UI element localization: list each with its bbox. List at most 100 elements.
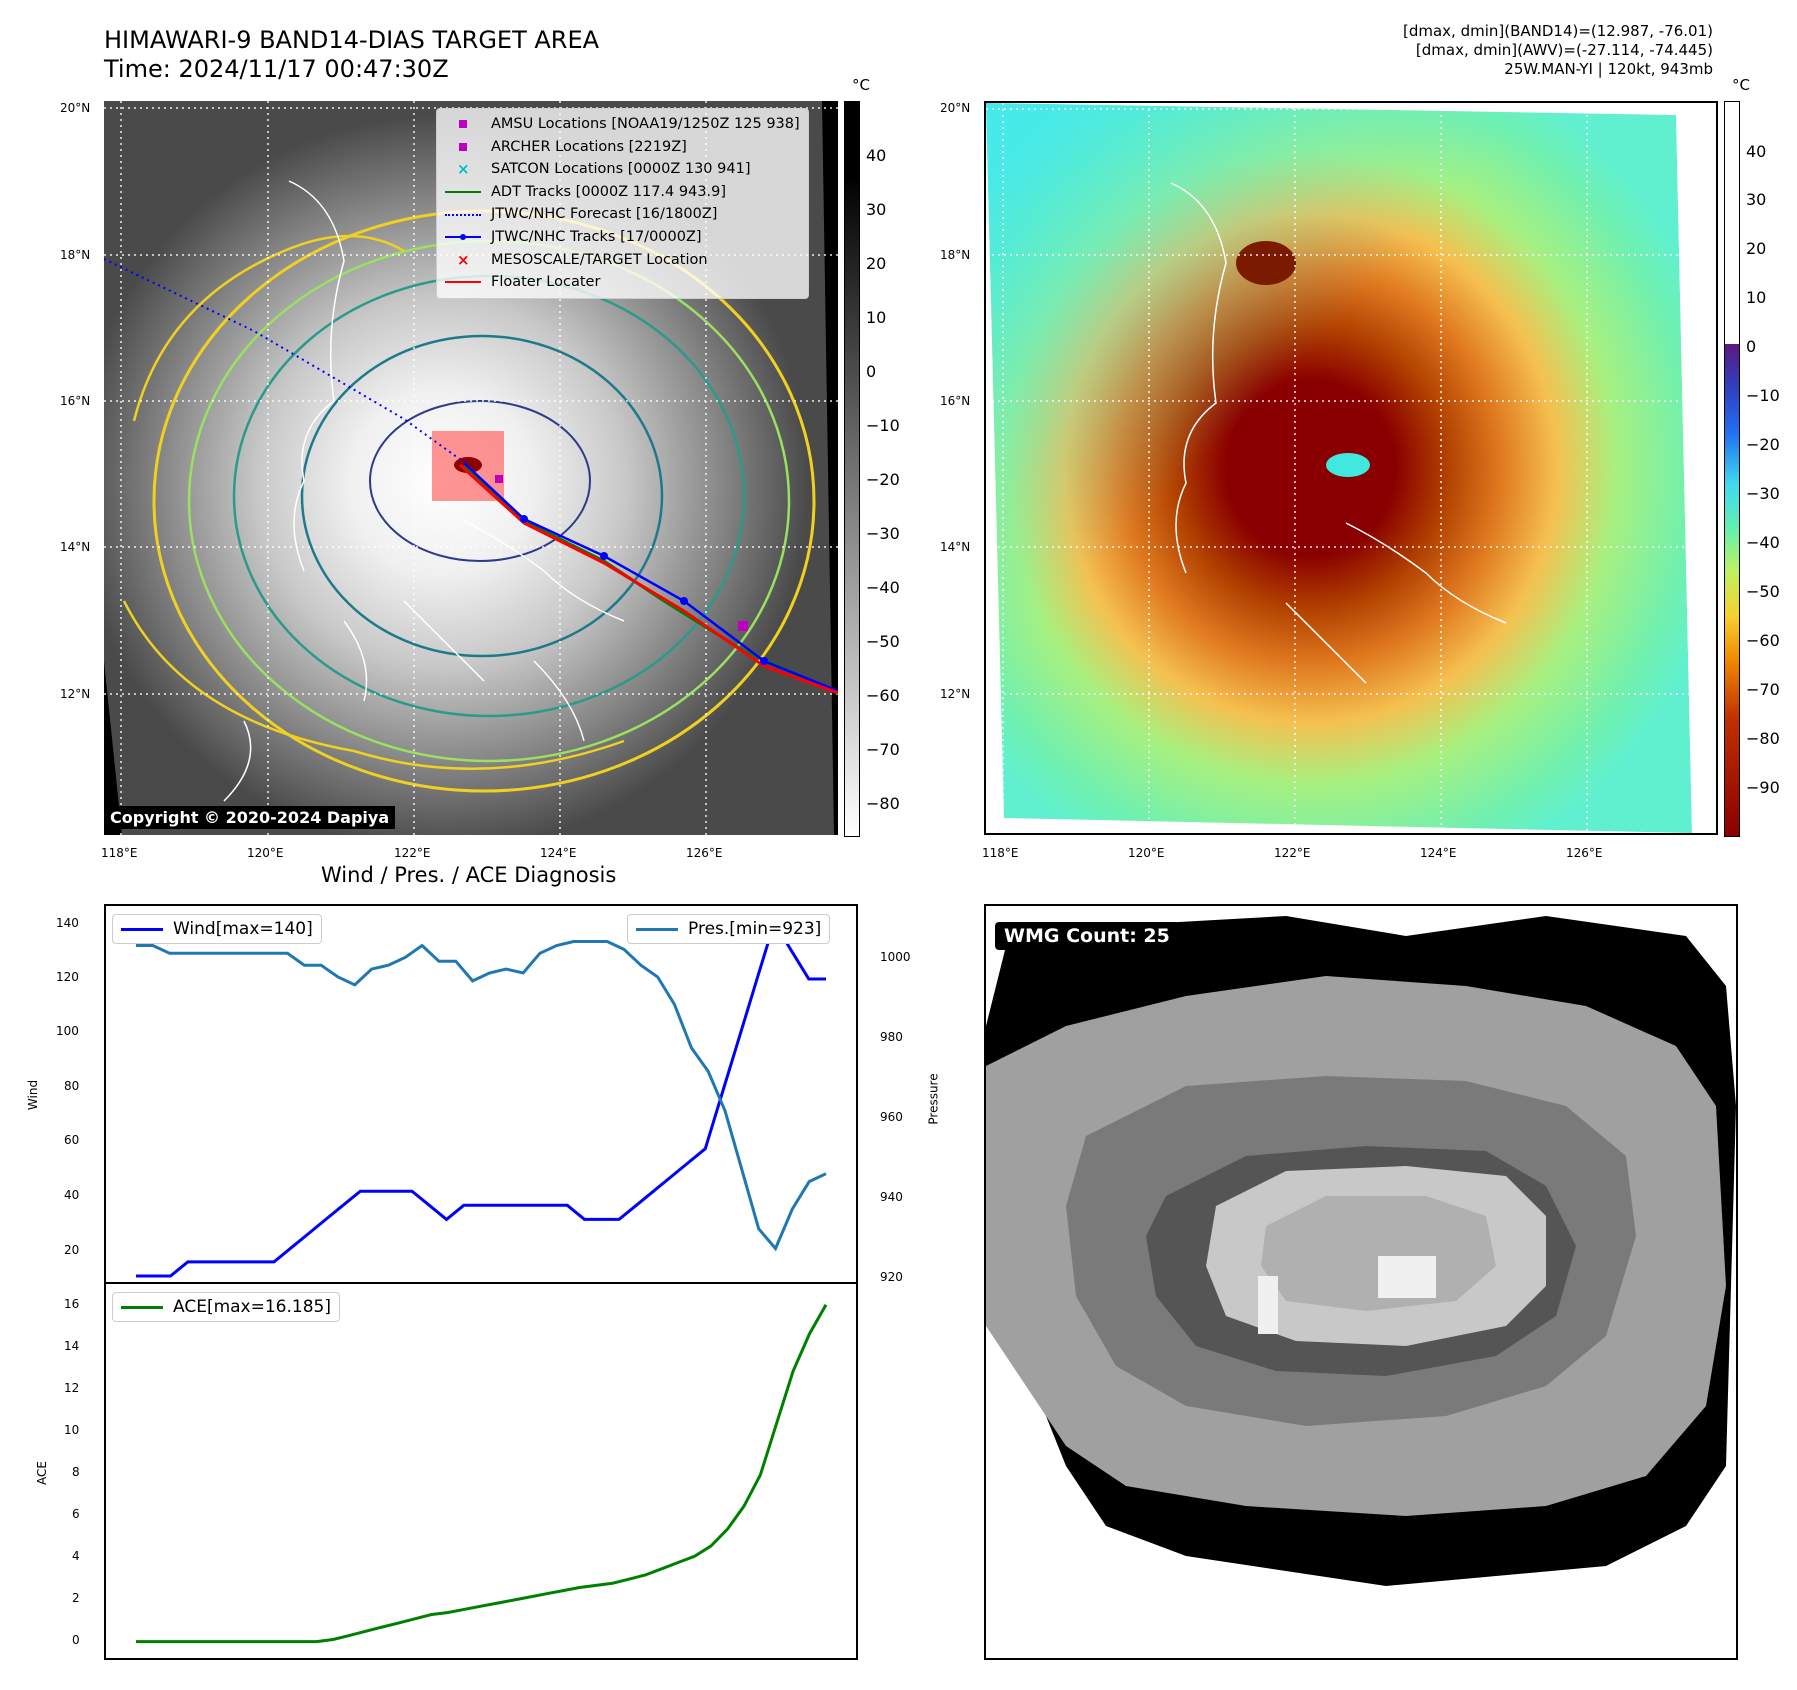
colorbar-tick: 40 [866, 146, 887, 165]
line-dot-icon [445, 230, 481, 244]
line-icon [445, 275, 481, 289]
ace-axis-label: ACE [34, 1461, 49, 1485]
x-icon: × [457, 250, 470, 269]
figure-title: HIMAWARI-9 BAND14-DIAS TARGET AREA Time:… [104, 26, 600, 83]
wind-legend: Wind[max=140] [112, 914, 322, 944]
x-icon: × [457, 160, 470, 179]
colorbar-tick: −10 [1746, 386, 1780, 405]
colorbar-tick: −10 [866, 416, 900, 435]
lat-label: 14°N [60, 540, 91, 554]
lon-label: 126°E [1566, 846, 1603, 860]
line-icon [636, 927, 678, 931]
colorbar-tick: −80 [1746, 729, 1780, 748]
intensity-info: [dmax, dmin](BAND14)=(12.987, -76.01) [d… [1402, 22, 1713, 78]
square-icon [445, 140, 481, 154]
pressure-tick: 960 [880, 1110, 903, 1124]
eye-marker [1326, 453, 1370, 477]
lat-label: 16°N [60, 394, 91, 408]
colorbar-unit: °C [852, 76, 870, 94]
ace-tick: 0 [72, 1633, 80, 1647]
ace-panel [104, 1282, 858, 1660]
jtwc-forecast-track [103, 258, 469, 466]
amsu-marker [738, 621, 748, 631]
map-legend: AMSU Locations [NOAA19/1250Z 125 938] AR… [436, 108, 809, 299]
lat-label: 18°N [60, 248, 91, 262]
lon-label: 124°E [540, 846, 577, 860]
legend-item-amsu: AMSU Locations [NOAA19/1250Z 125 938] [445, 113, 800, 136]
lat-label: 12°N [60, 687, 91, 701]
line-icon [445, 185, 481, 199]
lat-label: 14°N [940, 540, 971, 554]
lon-label: 120°E [1128, 846, 1165, 860]
legend-item-floater: Floater Locater [445, 271, 800, 294]
ace-tick: 10 [64, 1423, 80, 1437]
pressure-tick: 1000 [880, 950, 911, 964]
lon-label: 122°E [394, 846, 431, 860]
wind-tick: 120 [56, 970, 79, 984]
colorbar-tick: −30 [1746, 484, 1780, 503]
ace-tick: 8 [72, 1465, 80, 1479]
lon-label: 118°E [982, 846, 1019, 860]
pressure-axis-label: Pressure [926, 1073, 941, 1125]
lon-label: 120°E [247, 846, 284, 860]
legend-item-target: × MESOSCALE/TARGET Location [445, 249, 800, 272]
ace-tick: 4 [72, 1549, 80, 1563]
colorbar-tick: 0 [1746, 337, 1757, 356]
ace-tick: 12 [64, 1381, 80, 1395]
colorbar-tick: −70 [1746, 680, 1780, 699]
line-icon [121, 1305, 163, 1309]
lat-label: 12°N [940, 687, 971, 701]
colorbar-tick: −40 [1746, 533, 1780, 552]
ace-tick: 14 [64, 1339, 80, 1353]
lon-label: 122°E [1274, 846, 1311, 860]
colorbar-tick: −50 [866, 632, 900, 651]
colorbar-tick: −20 [1746, 435, 1780, 454]
lat-label: 20°N [60, 101, 91, 115]
awv-map-panel [984, 101, 1718, 835]
wind-tick: 140 [56, 916, 79, 930]
legend-item-forecast: JTWC/NHC Forecast [16/1800Z] [445, 203, 800, 226]
colorbar-tick: 30 [1746, 190, 1767, 209]
ace-tick: 16 [64, 1297, 80, 1311]
lon-label: 124°E [1420, 846, 1457, 860]
colorbar-tick: −80 [866, 794, 900, 813]
colorbar-tick: −30 [866, 524, 900, 543]
wind-tick: 80 [64, 1079, 80, 1093]
pressure-series-line [136, 940, 827, 1252]
legend-item-adt: ADT Tracks [0000Z 117.4 943.9] [445, 181, 800, 204]
pressure-tick: 980 [880, 1030, 903, 1044]
line-icon [121, 927, 163, 931]
wmg-count-badge: WMG Count: 25 [995, 922, 1179, 950]
lat-label: 20°N [940, 101, 971, 115]
colorbar-tick: 30 [866, 200, 887, 219]
colorbar-tick: 10 [866, 308, 887, 327]
wind-tick: 100 [56, 1024, 79, 1038]
lat-label: 16°N [940, 394, 971, 408]
ace-tick: 2 [72, 1591, 80, 1605]
ace-plot [136, 1304, 828, 1644]
legend-item-satcon: × SATCON Locations [0000Z 130 941] [445, 158, 800, 181]
wmg-panel [984, 904, 1738, 1660]
colorbar-tick: −60 [1746, 631, 1780, 650]
pres-legend: Pres.[min=923] [627, 914, 831, 944]
colorbar-tick: 20 [1746, 239, 1767, 258]
colorbar-tick: −20 [866, 470, 900, 489]
legend-item-jtwc: JTWC/NHC Tracks [17/0000Z] [445, 226, 800, 249]
ace-legend: ACE[max=16.185] [112, 1292, 340, 1322]
legend-item-archer: ARCHER Locations [2219Z] [445, 136, 800, 159]
grayscale-colorbar [844, 101, 860, 837]
ace-tick: 6 [72, 1507, 80, 1521]
wind-tick: 60 [64, 1133, 80, 1147]
wmg-image [986, 916, 1736, 1586]
colorbar-tick: −70 [866, 740, 900, 759]
colorbar-tick: −40 [866, 578, 900, 597]
colorbar-unit: °C [1732, 76, 1750, 94]
colorbar-tick: −60 [866, 686, 900, 705]
awv-map-image [986, 103, 1716, 833]
colorbar-tick: −90 [1746, 778, 1780, 797]
wind-axis-label: Wind [26, 1079, 41, 1111]
lon-label: 126°E [686, 846, 723, 860]
diagnosis-title: Wind / Pres. / ACE Diagnosis [321, 863, 617, 887]
colorbar-tick: 10 [1746, 288, 1767, 307]
wind-pres-plot [136, 918, 827, 1278]
